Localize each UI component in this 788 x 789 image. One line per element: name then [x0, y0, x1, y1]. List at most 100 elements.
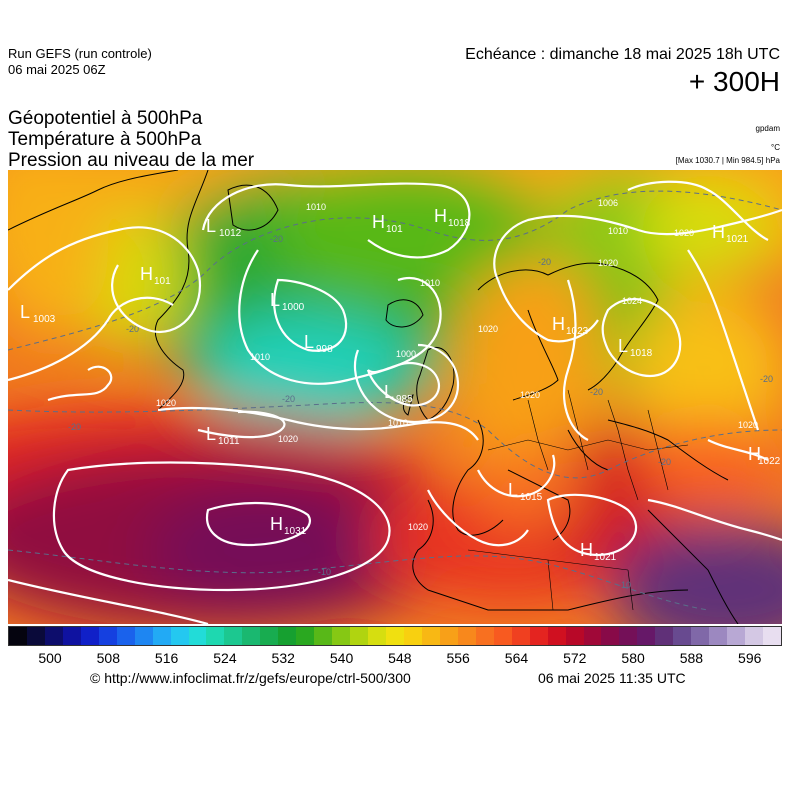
geopotential-field [8, 170, 782, 624]
pressure-system: L 1018 [618, 336, 653, 359]
pressure-system: L 1015 [508, 480, 543, 503]
pressure-system: H 1021 [712, 222, 749, 245]
colorbar-swatch [745, 627, 764, 645]
colorbar-swatch [152, 627, 171, 645]
svg-text:1015: 1015 [520, 492, 543, 503]
isobars [8, 180, 782, 624]
colorbar-swatch [691, 627, 710, 645]
svg-text:H: H [140, 264, 153, 284]
colorbar-tick-label: 588 [679, 650, 704, 666]
isobar-label: 1000 [396, 349, 416, 359]
svg-text:L: L [270, 290, 280, 310]
colorbar-swatch [673, 627, 692, 645]
colorbar-swatch [511, 627, 530, 645]
isotherm-label: -20 [760, 374, 773, 384]
svg-text:H: H [552, 314, 565, 334]
colorbar-swatch [709, 627, 728, 645]
colorbar-tick-label: 516 [154, 650, 179, 666]
svg-text:1021: 1021 [726, 234, 749, 245]
colorbar-swatch [350, 627, 369, 645]
source-url: © http://www.infoclimat.fr/z/gefs/europe… [90, 670, 411, 686]
colorbar-tick-label: 524 [213, 650, 237, 666]
colorbar-swatch [206, 627, 225, 645]
colorbar-swatch [475, 627, 494, 645]
isobar-label: 1020 [674, 228, 694, 238]
svg-text:L: L [618, 336, 628, 356]
svg-text:101: 101 [386, 224, 403, 235]
pressure-system: L 985 [384, 382, 413, 405]
svg-text:H: H [748, 444, 761, 464]
colorbar [8, 626, 782, 646]
isobar-label: 1010 [250, 352, 270, 362]
colorbar-swatch [332, 627, 351, 645]
isotherm-labels: -20 -20 -20 -20 -20 -10 -10 -20 -20 -20 [68, 234, 773, 590]
generated-time: 06 mai 2025 11:35 UTC [538, 670, 686, 686]
svg-text:1022: 1022 [758, 456, 781, 467]
isotherm-label: -20 [126, 324, 139, 334]
title-pressure: Pression au niveau de la mer [8, 150, 255, 171]
svg-text:H: H [434, 206, 447, 226]
svg-text:H: H [712, 222, 725, 242]
pressure-systems: L 1003 L 1012 H 101 H 101 H 1018 L 1000 L 998 L… [20, 206, 781, 563]
isobar-label: 1006 [598, 198, 618, 208]
colorbar-swatch [655, 627, 674, 645]
isotherm-label: -20 [282, 394, 295, 404]
isobar-label: 1010 [388, 418, 408, 428]
colorbar-swatch [80, 627, 99, 645]
colorbar-swatch [763, 627, 781, 645]
colorbar-tick-label: 556 [446, 650, 470, 666]
colorbar-swatch [368, 627, 387, 645]
isotherm-label: -20 [590, 387, 603, 397]
svg-text:1000: 1000 [282, 302, 305, 313]
colorbar-swatch [529, 627, 548, 645]
isobar-label: 1020 [738, 420, 758, 430]
colorbar-swatch [493, 627, 512, 645]
echeance-label: Echéance : dimanche 18 mai 2025 18h UTC [465, 46, 780, 63]
isobar-label: 1010 [608, 226, 628, 236]
isotherm-label: -20 [68, 422, 81, 432]
pressure-system: L 1011 [206, 424, 240, 447]
isobar-label: 1020 [478, 324, 498, 334]
title-temperature: Température à 500hPa [8, 129, 202, 150]
colorbar-swatch [224, 627, 243, 645]
svg-text:1011: 1011 [218, 436, 240, 447]
colorbar-swatch [457, 627, 476, 645]
colorbar-swatch [314, 627, 333, 645]
pressure-system: H 1021 [580, 540, 617, 563]
weather-map-svg: -20 -20 -20 -20 -20 -10 -10 -20 -20 -20 [8, 170, 782, 624]
pressure-system: L 1000 [270, 290, 305, 313]
isotherm-label: -10 [618, 580, 631, 590]
colorbar-swatch [242, 627, 261, 645]
colorbar-swatch [583, 627, 602, 645]
svg-text:H: H [580, 540, 593, 560]
svg-text:H: H [270, 514, 283, 534]
lead-time: + 300H [688, 66, 780, 97]
run-label: Run GEFS (run controle) [8, 46, 152, 61]
colorbar-swatch [260, 627, 279, 645]
colorbar-swatch [26, 627, 45, 645]
svg-text:1031: 1031 [284, 526, 307, 537]
colorbar-swatch [727, 627, 746, 645]
colorbar-swatch [170, 627, 189, 645]
svg-text:985: 985 [396, 394, 413, 405]
isobar-label: 1020 [598, 258, 618, 268]
colorbar-tick-label: 508 [96, 650, 120, 666]
pressure-system: H 1023 [552, 314, 589, 337]
colorbar-tick-label: 540 [329, 650, 354, 666]
colorbar-swatch [188, 627, 207, 645]
colorbar-swatch [403, 627, 422, 645]
pressure-system: H 101 [372, 212, 403, 235]
isotherms [8, 190, 782, 611]
isobar-label: 1020 [520, 390, 540, 400]
pressure-system: L 1012 [206, 216, 242, 239]
svg-text:L: L [508, 480, 518, 500]
pressure-range: [Max 1030.7 | Min 984.5] hPa [675, 156, 780, 165]
colorbar-swatch [296, 627, 315, 645]
svg-text:1023: 1023 [566, 326, 589, 337]
isotherm-label: -20 [658, 457, 671, 467]
colorbar-tick-label: 548 [388, 650, 412, 666]
isotherm-label: -20 [270, 234, 283, 244]
colorbar-swatch [619, 627, 638, 645]
colorbar-swatch [9, 627, 27, 645]
colorbar-tick-label: 572 [563, 650, 587, 666]
